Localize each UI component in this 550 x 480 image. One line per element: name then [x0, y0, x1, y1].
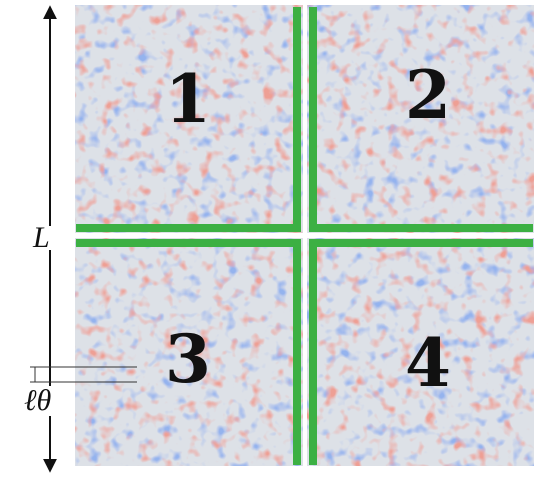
label-bg	[20, 386, 60, 416]
scale-label: ℓθ	[24, 384, 51, 417]
panels	[74, 4, 535, 467]
panel-label: 1	[165, 60, 211, 138]
panel	[306, 4, 535, 234]
label-bg	[30, 226, 60, 250]
panel	[74, 4, 304, 234]
boundary-strip	[309, 239, 533, 247]
boundary-strip	[76, 224, 301, 232]
boundary-strip	[293, 7, 301, 232]
panel-label: 4	[405, 324, 451, 402]
boundary-strip	[293, 239, 301, 465]
boundary-strip	[309, 7, 317, 232]
boundary-strip	[309, 239, 317, 465]
axis-label: L	[32, 221, 50, 254]
boundary-strip	[76, 239, 301, 247]
panel-label: 2	[405, 56, 451, 134]
panel	[74, 237, 304, 467]
boundary-strip	[309, 224, 533, 232]
panel-label: 3	[165, 320, 211, 398]
panel	[306, 237, 535, 467]
